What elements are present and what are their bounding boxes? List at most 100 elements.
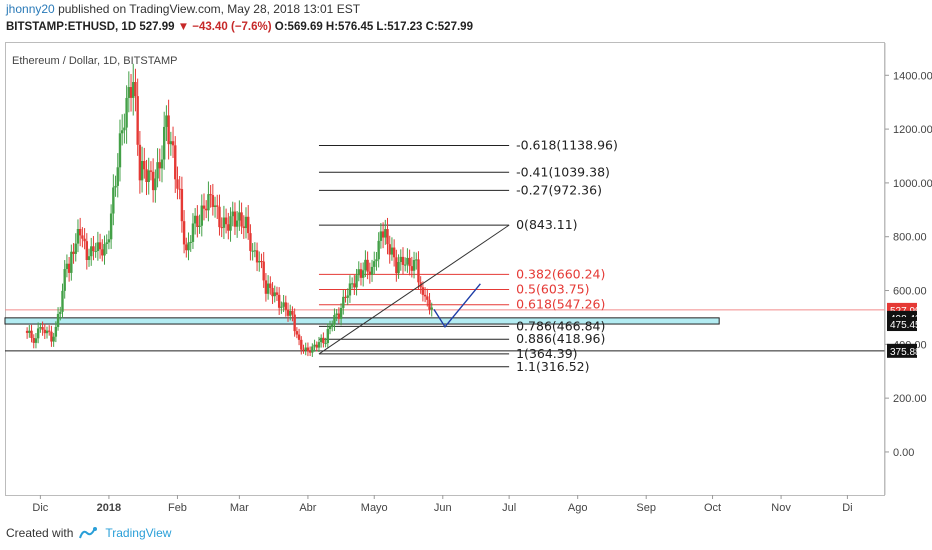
candle-body: [335, 313, 338, 316]
candle-body: [74, 243, 77, 254]
candle-body: [359, 269, 363, 278]
candle-body: [302, 349, 305, 351]
candle-body: [277, 294, 281, 308]
candle-body: [70, 251, 73, 273]
candle-body: [134, 81, 137, 97]
candle-body: [262, 261, 265, 281]
trendline: [318, 224, 510, 355]
candle-body: [196, 215, 199, 227]
candle-body: [317, 342, 321, 348]
candle-body: [147, 170, 150, 183]
candle-body: [401, 256, 405, 265]
created-with-text: Created with: [6, 526, 74, 540]
published-text: published on TradingView.com, May 28, 20…: [58, 2, 361, 16]
candle-body: [65, 263, 69, 270]
candle-body: [253, 250, 257, 252]
publish-info: jhonny20 published on TradingView.com, M…: [6, 2, 360, 16]
price-change: ▼ −43.40 (−7.6%): [177, 21, 272, 33]
candle-body: [129, 87, 133, 98]
candle-body: [324, 343, 327, 345]
author-link[interactable]: jhonny20: [6, 2, 55, 16]
candle-body: [165, 115, 168, 127]
candle-body: [202, 205, 206, 209]
candle-body: [289, 311, 292, 316]
candle-body: [61, 290, 64, 312]
candle-body: [266, 283, 270, 294]
candle-body: [67, 263, 71, 273]
candle-body: [120, 130, 124, 134]
fib-level-label: 0.886(418.96): [516, 331, 605, 346]
candle-body: [125, 97, 128, 128]
symbol-bar: BITSTAMP:ETHUSD, 1D 527.99 ▼ −43.40 (−7.…: [6, 21, 473, 33]
candle-body: [233, 211, 237, 227]
candle-body: [337, 313, 341, 319]
x-tick-label: 2018: [97, 502, 121, 514]
candle-body: [264, 280, 268, 294]
candle-body: [94, 251, 97, 253]
candle-body: [428, 299, 431, 310]
y-tick-label: 600.00: [893, 286, 927, 298]
candle-body: [52, 336, 55, 342]
candle-body: [355, 275, 358, 288]
candle-body: [255, 250, 259, 263]
candle-body: [342, 296, 345, 308]
candle-body: [114, 185, 117, 188]
candle-body: [235, 220, 239, 227]
candle-body: [415, 259, 418, 261]
candle-body: [92, 246, 95, 252]
projection-path: [433, 283, 481, 329]
x-tick-label: Mayo: [361, 502, 388, 514]
candle-body: [218, 206, 221, 228]
candle-body: [207, 194, 210, 211]
candle-body: [222, 217, 226, 228]
fib-level-label: 0.5(603.75): [516, 282, 589, 297]
tradingview-brand[interactable]: TradingView: [105, 526, 172, 540]
candle-body: [417, 259, 420, 283]
candle-body: [158, 162, 161, 169]
fib-level-label: 1(364.39): [516, 346, 577, 361]
candle-body: [213, 205, 217, 207]
candle-body: [388, 244, 391, 255]
candle-body: [293, 314, 296, 332]
footer: Created with TradingView: [6, 526, 171, 540]
candle-body: [238, 212, 241, 221]
candle-body: [397, 262, 400, 274]
candle-body: [392, 247, 396, 258]
candle-body: [306, 347, 310, 352]
price-label-box: [887, 317, 917, 332]
fib-level-label: 0(843.11): [516, 217, 577, 232]
candle-body: [107, 239, 111, 243]
candle-body: [176, 179, 179, 189]
candle-body: [85, 241, 89, 260]
candle-body: [319, 337, 323, 343]
candle-body: [220, 227, 223, 229]
candle-body: [187, 242, 190, 251]
candle-body: [249, 233, 252, 251]
candle-body: [381, 231, 385, 238]
x-tick-label: Nov: [771, 502, 791, 514]
candle-body: [258, 260, 261, 263]
candle-body: [174, 145, 177, 180]
candle-body: [28, 330, 31, 333]
fib-level-label: -0.27(972.36): [516, 182, 602, 197]
candle-body: [377, 240, 380, 260]
candle-body: [180, 189, 184, 222]
candle-body: [370, 266, 374, 275]
x-tick-label: Dic: [32, 502, 48, 514]
candle-body: [200, 205, 203, 226]
y-tick-label: 1000.00: [893, 178, 932, 190]
candle-body: [275, 292, 279, 295]
fib-level-label: 0.382(660.24): [516, 266, 605, 281]
candle-body: [308, 351, 312, 353]
candle-body: [379, 231, 383, 241]
candle-body: [76, 229, 80, 244]
candle-body: [331, 324, 334, 327]
candle-body: [132, 81, 135, 98]
candle-body: [339, 307, 343, 319]
candle-body: [48, 330, 51, 332]
candle-body: [116, 167, 119, 186]
candle-body: [145, 169, 148, 183]
candle-body: [127, 87, 131, 98]
x-tick-label: Mar: [230, 502, 249, 514]
